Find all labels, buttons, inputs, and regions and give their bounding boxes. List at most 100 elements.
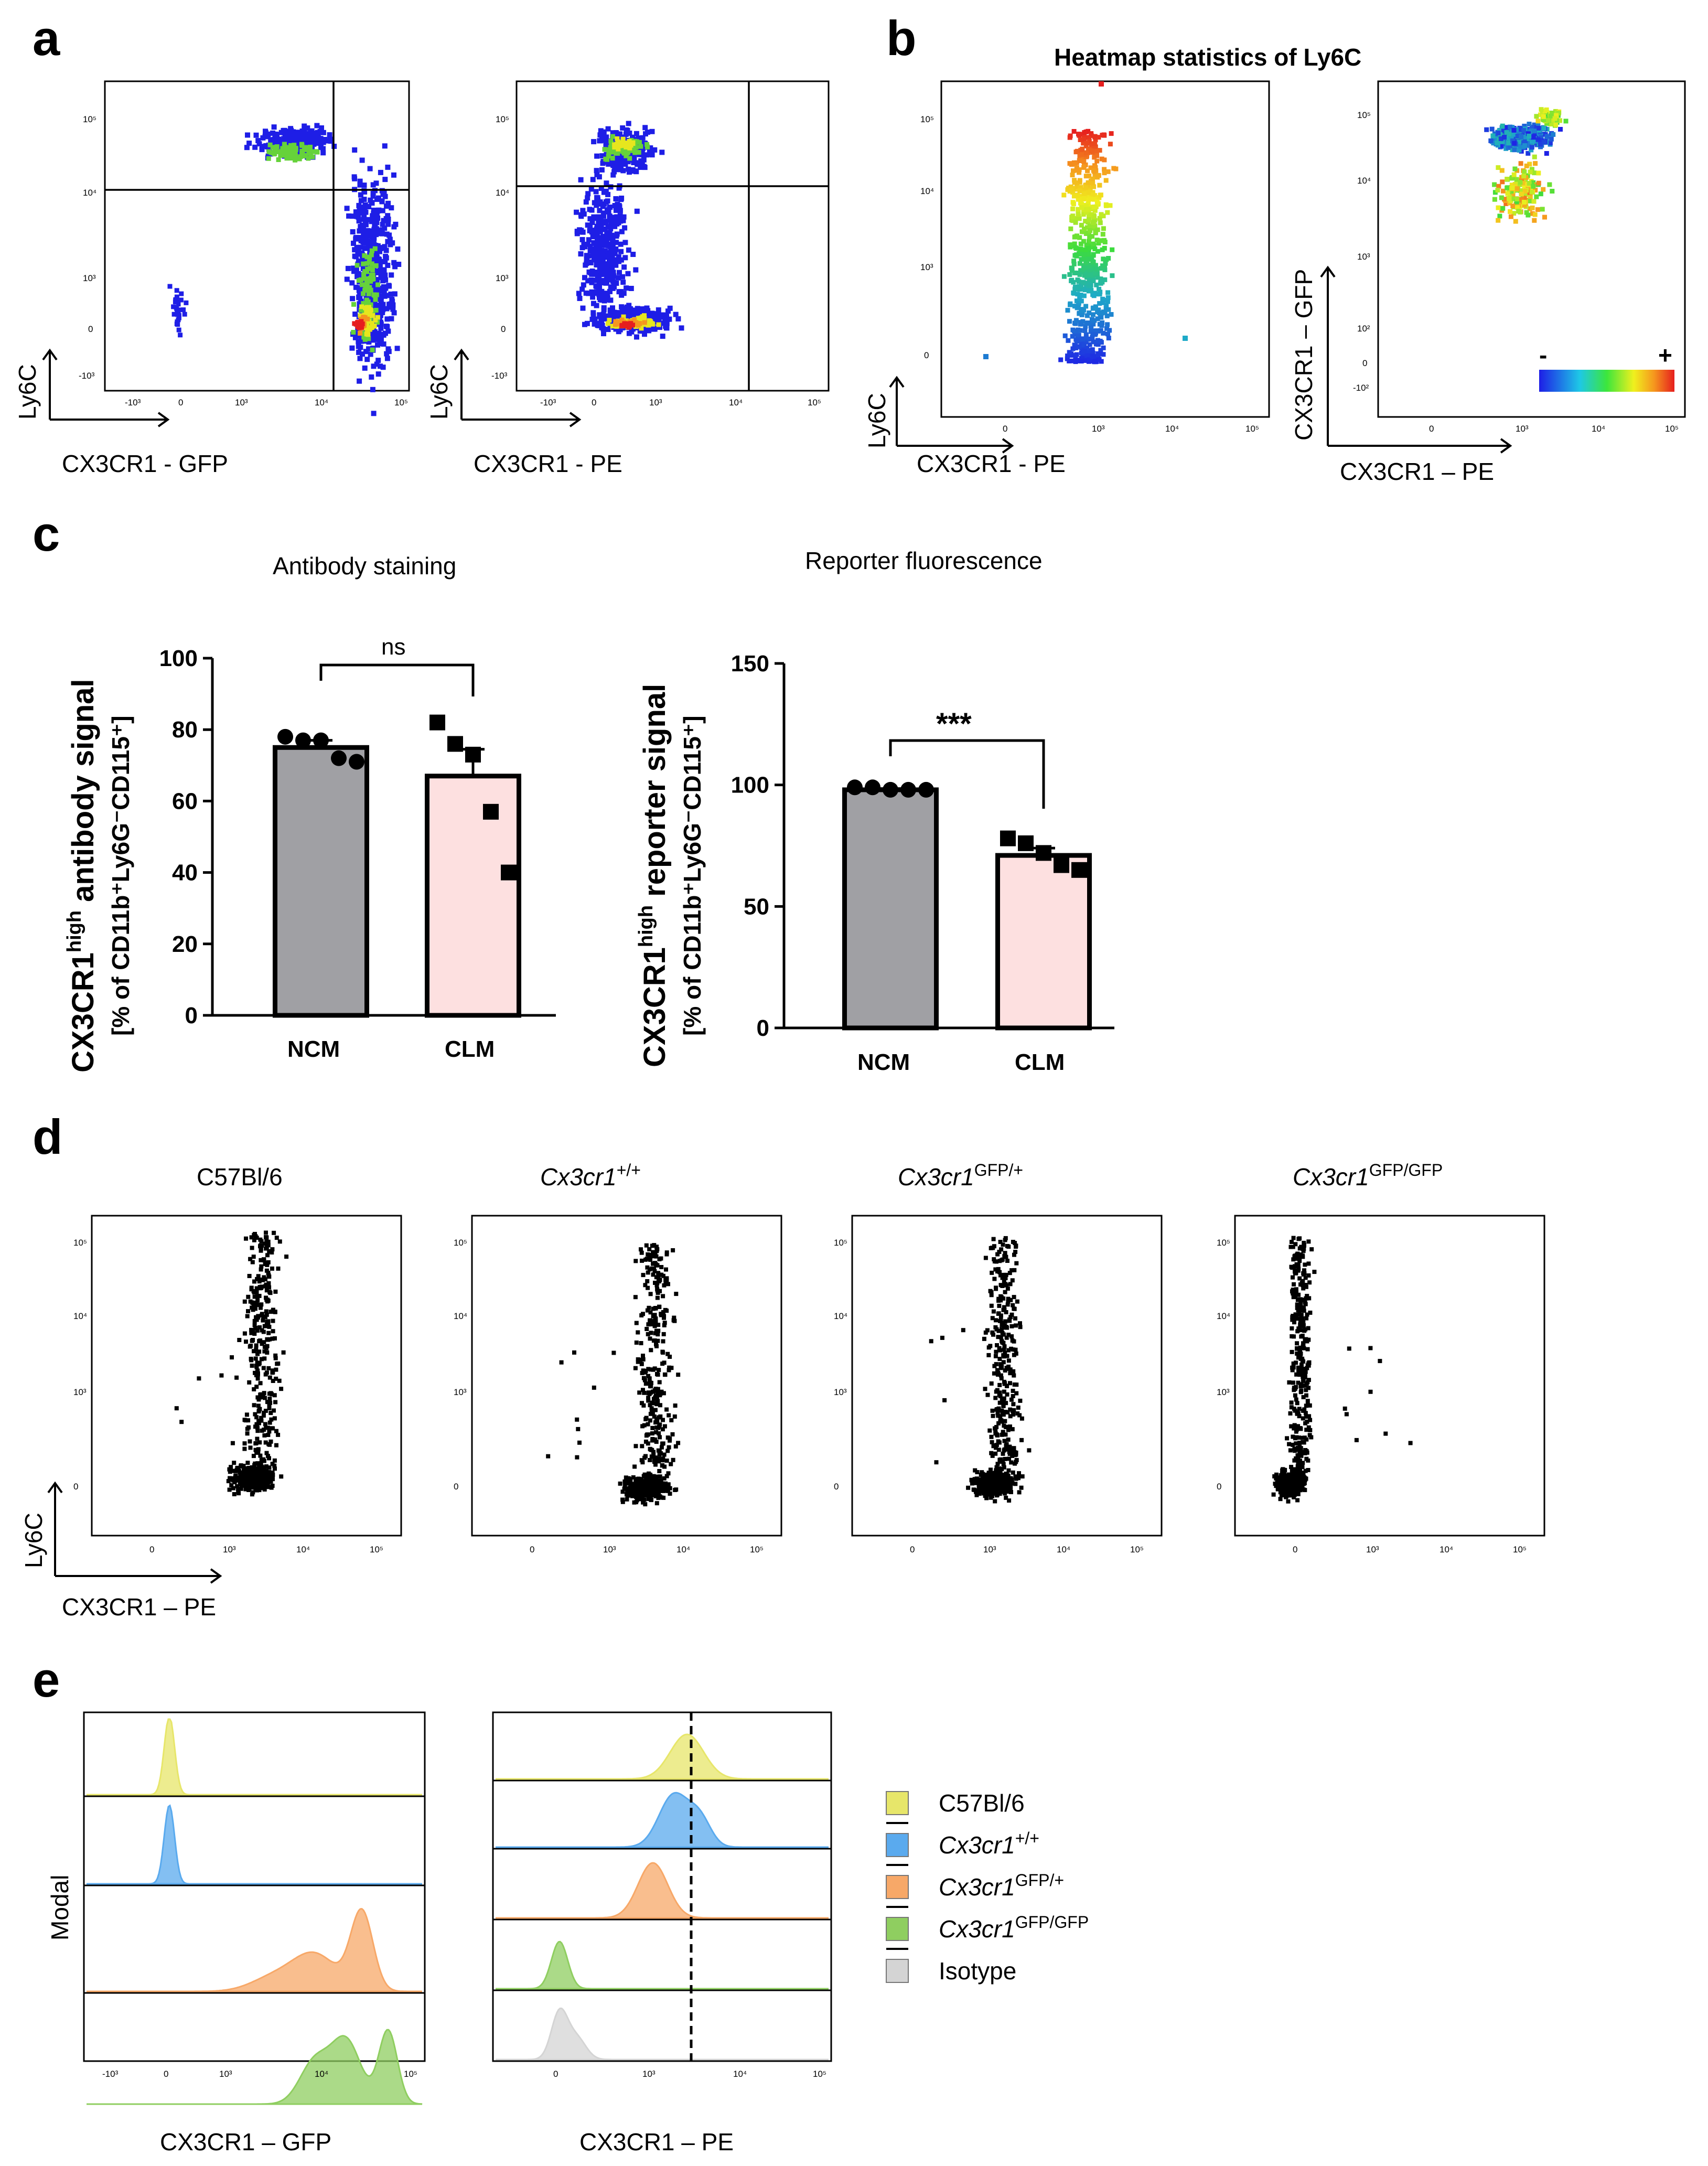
heat-dot	[1074, 165, 1079, 170]
event-dot	[271, 124, 277, 130]
heat-dot	[1081, 196, 1087, 201]
event-dot	[640, 1444, 644, 1449]
event-dot	[360, 321, 365, 327]
event-dot	[248, 1445, 253, 1450]
event-dot	[594, 303, 599, 308]
color-scale-max: +	[1658, 341, 1672, 369]
event-dot	[268, 1411, 273, 1416]
event-dot	[385, 221, 391, 227]
event-dot	[219, 1373, 224, 1378]
event-dot	[381, 341, 386, 347]
event-dot	[362, 253, 367, 258]
event-dot	[661, 1487, 665, 1492]
heat-dot	[1496, 218, 1501, 223]
heat-dot	[1538, 142, 1543, 147]
event-dot	[660, 1481, 665, 1486]
event-dot	[299, 148, 305, 154]
event-dot	[649, 321, 654, 326]
event-dot	[269, 1417, 274, 1422]
event-dot	[618, 241, 624, 247]
event-dot	[638, 165, 643, 170]
event-dot	[608, 297, 614, 303]
event-dot	[603, 188, 609, 194]
bar	[273, 745, 369, 1018]
event-dot	[610, 324, 615, 329]
event-dot	[266, 1485, 271, 1489]
event-dot	[252, 1332, 257, 1336]
event-dot	[369, 248, 374, 253]
event-dot	[303, 147, 308, 152]
heat-dot	[1088, 228, 1092, 233]
heat-dot	[1512, 141, 1517, 146]
color-scale-bar	[1539, 370, 1674, 392]
heat-dot	[1086, 147, 1091, 153]
event-dot	[590, 253, 596, 259]
event-dot	[265, 1337, 270, 1342]
event-dot	[254, 1364, 259, 1368]
heat-dot	[1513, 219, 1518, 224]
event-dot	[634, 208, 640, 214]
event-dot	[600, 234, 606, 239]
event-dot	[325, 138, 331, 144]
event-dot	[576, 1427, 581, 1431]
event-dot	[371, 328, 377, 334]
event-dot	[372, 324, 377, 329]
event-dot	[589, 289, 595, 295]
event-dot	[631, 153, 637, 158]
event-dot	[266, 1270, 271, 1275]
event-dot	[384, 351, 390, 357]
event-dot	[1011, 1470, 1015, 1475]
event-dot	[642, 1488, 647, 1493]
heat-dot	[1504, 130, 1509, 135]
event-dot	[995, 1493, 1000, 1497]
heat-dot	[1098, 220, 1103, 226]
heat-dot	[1081, 265, 1086, 271]
event-dot	[624, 153, 629, 158]
event-dot	[365, 316, 370, 321]
event-dot	[645, 1265, 650, 1270]
event-dot	[624, 285, 629, 291]
heat-dot	[1109, 131, 1114, 136]
event-dot	[601, 293, 607, 298]
event-dot	[362, 245, 368, 251]
event-dot	[669, 1462, 673, 1466]
event-dot	[598, 272, 604, 277]
event-dot	[628, 1483, 633, 1487]
event-dot	[370, 320, 375, 326]
heat-dot	[1510, 185, 1516, 190]
event-dot	[1020, 1474, 1025, 1479]
event-dot	[636, 1478, 641, 1483]
event-dot	[655, 1389, 660, 1394]
event-dot	[651, 1397, 656, 1401]
event-dot	[611, 160, 617, 166]
heat-dot	[1067, 350, 1072, 355]
heat-dot	[1102, 133, 1107, 138]
event-dot	[174, 1406, 179, 1411]
chart-title: Antibody staining	[273, 552, 456, 580]
event-dot	[659, 1389, 664, 1394]
event-dot	[373, 308, 379, 313]
event-dot	[661, 1332, 666, 1336]
event-dot	[286, 145, 291, 150]
heat-dot	[1088, 264, 1093, 270]
event-dot	[291, 129, 296, 135]
heat-dot	[1102, 263, 1107, 269]
event-dot	[384, 356, 390, 361]
bar	[425, 774, 521, 1018]
event-dot	[243, 1418, 248, 1423]
y-tick-label: 0	[501, 324, 506, 334]
panel-letter-e: e	[33, 1652, 60, 1707]
event-dot	[644, 1243, 649, 1248]
event-dot	[601, 129, 607, 135]
heat-dot	[1529, 167, 1534, 172]
event-dot	[260, 1470, 264, 1474]
event-dot	[352, 147, 358, 153]
event-dot	[248, 1439, 252, 1444]
event-dot	[620, 1497, 625, 1502]
heat-dot	[1491, 141, 1496, 146]
event-dot	[357, 378, 362, 384]
event-dot	[625, 323, 630, 328]
event-dot	[597, 245, 602, 251]
heat-dot	[1541, 187, 1546, 192]
event-dot	[597, 312, 603, 318]
